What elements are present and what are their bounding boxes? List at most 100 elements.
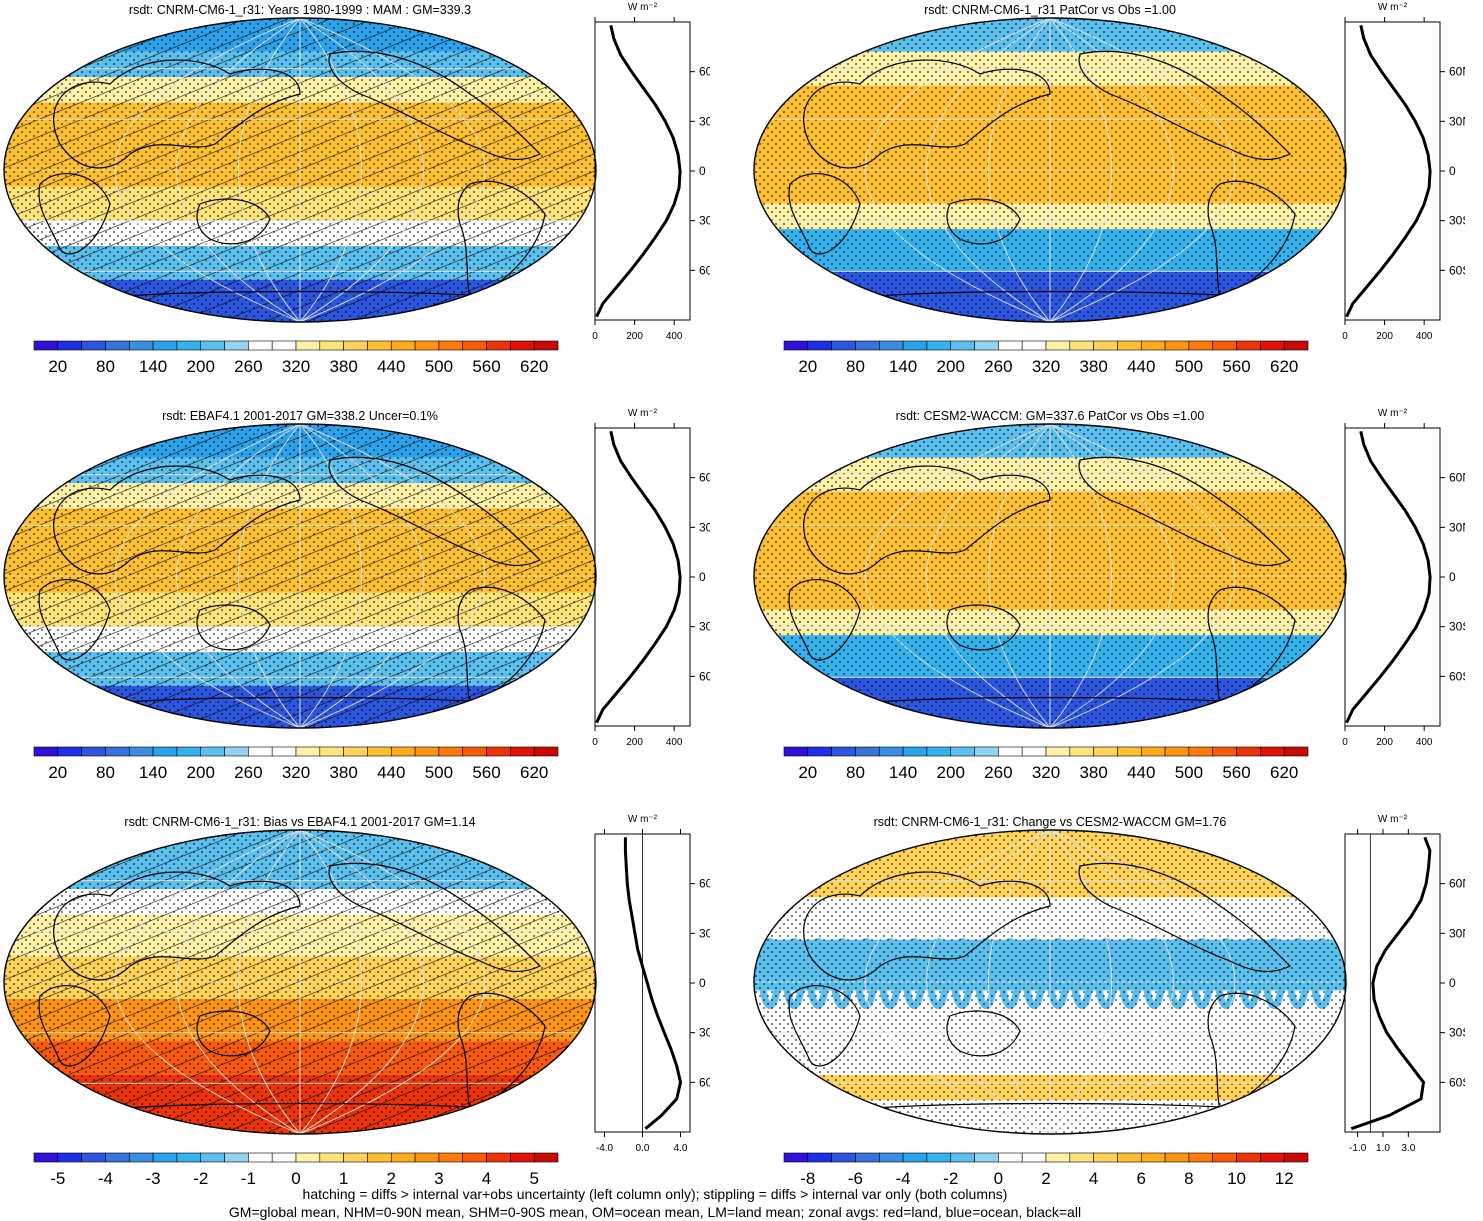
colorbar-swatch — [998, 1152, 1023, 1163]
colorbar-tick-label: 200 — [187, 763, 215, 782]
colorbar-swatch — [414, 340, 440, 351]
zonal-x-tick-label: 400 — [666, 737, 683, 748]
zonal-x-tick-label: 0.0 — [636, 1143, 650, 1154]
coastline — [803, 59, 1051, 169]
colorbar-tick-label: 320 — [282, 357, 310, 376]
colorbar-swatch — [486, 746, 511, 757]
coastline — [788, 173, 861, 255]
colorbar-swatch — [1260, 1152, 1285, 1163]
colorbar-tick-label: 200 — [937, 763, 965, 782]
colorbar-swatch — [1069, 340, 1094, 351]
zonal-y-tick-label: 60S — [699, 669, 710, 683]
colorbar-tick-label: 20 — [798, 357, 817, 376]
colorbar-swatch — [1021, 746, 1047, 757]
colorbar-tick-label: 200 — [187, 357, 215, 376]
zonal-mean-line — [1345, 24, 1432, 318]
zonal-y-tick-label: 30N — [1449, 520, 1465, 534]
panel-title: rsdt: CNRM-CM6-1_r31: Change vs CESM2-WA… — [873, 815, 1227, 829]
colorbar-tick-label: 380 — [1079, 763, 1107, 782]
zonal-x-tick-label: 0 — [592, 737, 598, 748]
colorbar-swatch — [855, 340, 880, 351]
coastline — [328, 50, 542, 160]
colorbar-swatch — [1069, 746, 1094, 757]
colorbar-tick-label: 260 — [984, 763, 1012, 782]
colorbar-swatch — [128, 1152, 154, 1163]
colorbar-swatch — [855, 746, 880, 757]
colorbar-swatch — [128, 746, 154, 757]
colorbar-swatch — [200, 340, 225, 351]
colorbar-tick-label: -2 — [193, 1169, 208, 1188]
zonal-x-tick-label: -1.0 — [1349, 1143, 1367, 1154]
colorbar-swatch — [855, 1152, 880, 1163]
panel-title: rsdt: EBAF4.1 2001-2017 GM=338.2 Uncer=0… — [162, 409, 438, 423]
colorbar-tick-label: 200 — [937, 357, 965, 376]
zonal-y-tick-label: 30S — [1449, 214, 1465, 228]
zonal-x-tick-label: -4.0 — [596, 1143, 614, 1154]
panel-reference-model: rsdt: CESM2-WACCM: GM=337.6 PatCor vs Ob… — [750, 406, 1483, 791]
colorbar-tick-label: 2 — [387, 1169, 396, 1188]
colorbar-tick-label: 12 — [1275, 1169, 1294, 1188]
colorbar-swatch — [343, 746, 368, 757]
colorbar-swatch — [128, 340, 154, 351]
coastline — [788, 579, 861, 661]
zonal-mean-plot: W m⁻² 60N 30N 0 30S 60S 0 200 400 — [592, 2, 710, 342]
colorbar-tick-label: 380 — [1079, 357, 1107, 376]
panel-bias: rsdt: CNRM-CM6-1_r31: Bias vs EBAF4.1 20… — [0, 812, 720, 1188]
colorbar-tick-label: 140 — [889, 763, 917, 782]
colorbar-tick-label: 500 — [1175, 357, 1203, 376]
colorbar-swatch — [367, 340, 392, 351]
coastline — [946, 198, 1021, 245]
colorbar-swatch — [1164, 340, 1190, 351]
panel-title: rsdt: CNRM-CM6-1_r31: Bias vs EBAF4.1 20… — [124, 815, 476, 829]
colorbar-swatch — [1140, 746, 1166, 757]
colorbar-swatch — [343, 1152, 368, 1163]
colorbar-swatch — [390, 340, 416, 351]
colorbar-swatch — [224, 746, 249, 757]
colorbar-swatch — [1093, 1152, 1118, 1163]
zonal-x-tick-label: 200 — [626, 737, 643, 748]
colorbar: 20 80 140 200 260 320 380 440 500 560 620 — [33, 746, 559, 782]
colorbar-swatch — [33, 1152, 59, 1163]
zonal-y-tick-label: 30S — [1449, 620, 1465, 634]
colorbar-tick-label: -2 — [943, 1169, 958, 1188]
zonal-y-tick-label: 0 — [699, 976, 706, 990]
zonal-mean-line — [1345, 430, 1432, 724]
colorbar-swatch — [1093, 340, 1118, 351]
colorbar-swatch — [878, 340, 904, 351]
colorbar-swatch — [807, 1152, 832, 1163]
colorbar-swatch — [295, 340, 321, 351]
colorbar-swatch — [200, 746, 225, 757]
zonal-y-tick-label: 30N — [699, 520, 710, 534]
colorbar-tick-label: 560 — [472, 763, 500, 782]
colorbar-tick-label: 20 — [798, 763, 817, 782]
colorbar-swatch — [224, 340, 249, 351]
colorbar-tick-label: 5 — [529, 1169, 538, 1188]
colorbar-tick-label: 380 — [329, 357, 357, 376]
zonal-x-tick-label: 400 — [666, 331, 683, 342]
zonal-mean-line — [623, 837, 683, 1130]
colorbar-swatch — [1212, 746, 1237, 757]
colorbar-tick-label: 380 — [329, 763, 357, 782]
colorbar-swatch — [105, 340, 130, 351]
colorbar-swatch — [974, 340, 999, 351]
zonal-x-tick-label: 0 — [1342, 737, 1348, 748]
colorbar: 20 80 140 200 260 320 380 440 500 560 620 — [783, 746, 1309, 782]
zonal-mean-plot: W m⁻² 60N 30N 0 30S 60S -4.0 0.0 4.0 — [594, 814, 710, 1154]
colorbar-swatch — [950, 340, 975, 351]
colorbar-swatch — [510, 340, 535, 351]
zonal-y-tick-label: 30S — [699, 214, 710, 228]
coastline — [946, 1010, 1021, 1057]
colorbar-swatch — [1140, 1152, 1166, 1163]
colorbar-swatch — [1212, 340, 1237, 351]
colorbar-swatch — [57, 340, 82, 351]
colorbar-swatch — [414, 746, 440, 757]
colorbar-tick-label: 20 — [48, 357, 67, 376]
colorbar: -8 -6 -4 -2 0 2 4 6 8 10 12 — [783, 1152, 1309, 1188]
colorbar-tick-label: 620 — [520, 763, 548, 782]
colorbar-swatch — [33, 746, 59, 757]
colorbar-tick-label: 500 — [1175, 763, 1203, 782]
colorbar-tick-label: 500 — [425, 763, 453, 782]
colorbar-tick-label: 320 — [1032, 357, 1060, 376]
colorbar-tick-label: 620 — [1270, 357, 1298, 376]
colorbar-swatch — [1117, 746, 1142, 757]
